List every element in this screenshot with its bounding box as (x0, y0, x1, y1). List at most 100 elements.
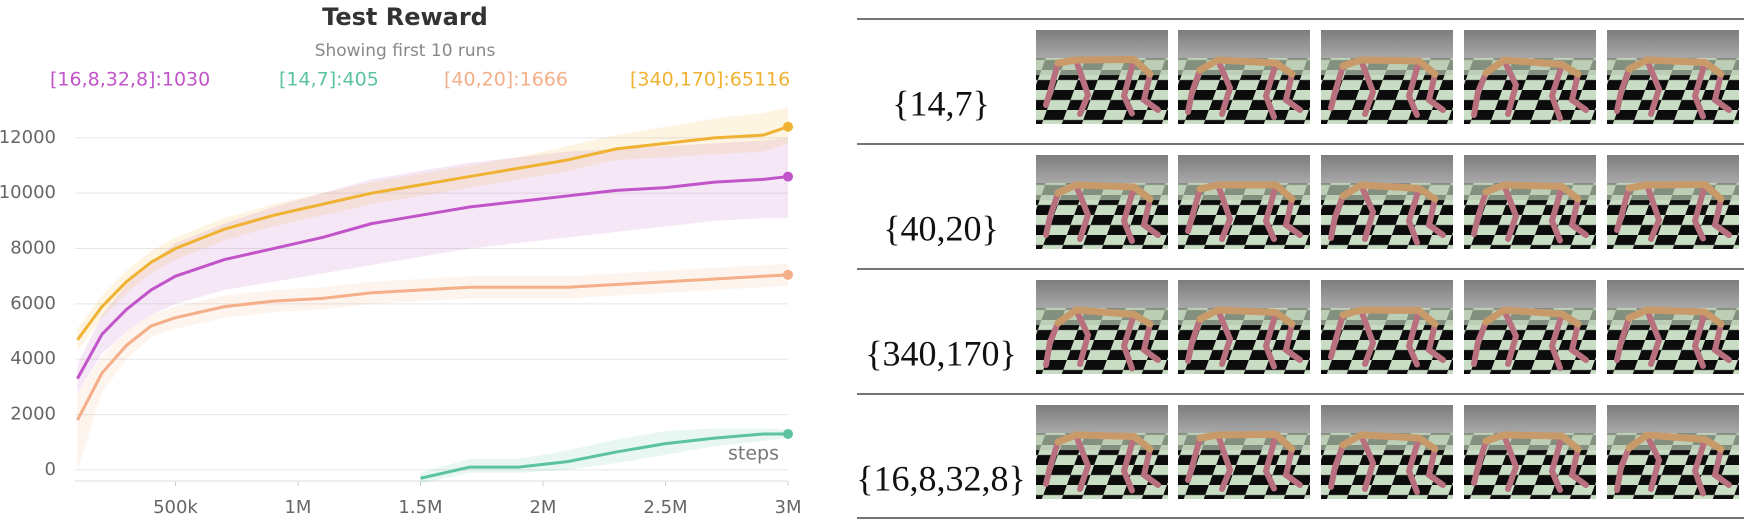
x-tick-label: 2.5M (643, 497, 687, 518)
leg (1614, 445, 1632, 493)
leg (1568, 321, 1589, 363)
torso (1339, 181, 1439, 203)
leg (1501, 307, 1520, 367)
y-tick-label: 2000 (10, 404, 56, 425)
leg (1185, 186, 1203, 234)
leg (1073, 182, 1092, 242)
leg (1425, 196, 1446, 238)
torso (1054, 306, 1154, 328)
x-tick-label: 2M (529, 497, 556, 518)
end-point (783, 121, 793, 132)
leg (1262, 431, 1279, 492)
row-label: {14,7} (892, 83, 990, 123)
sky (1178, 405, 1310, 434)
row-label: {16,8,32,8} (856, 458, 1026, 498)
y-tick-label: 4000 (10, 348, 56, 369)
torso (1625, 431, 1725, 453)
frame-content (1178, 30, 1310, 124)
leg (1691, 59, 1708, 120)
sky (1321, 155, 1453, 184)
frame-content (1036, 155, 1168, 249)
frame-content (1607, 155, 1739, 249)
leg (1614, 185, 1632, 233)
simulation-frame (1321, 155, 1453, 249)
leg (1471, 189, 1489, 237)
leg (1043, 60, 1061, 108)
leg (1548, 311, 1565, 371)
torso (1339, 306, 1439, 328)
leg (1043, 439, 1061, 487)
leg (1644, 307, 1663, 367)
sky (1607, 405, 1739, 434)
y-tick-label: 6000 (10, 293, 56, 314)
leg (1425, 446, 1446, 488)
leg (1328, 442, 1346, 490)
frame-content (1607, 280, 1739, 374)
x-tick-label: 500k (153, 497, 198, 518)
legend-entry: [40,20]:1666 (444, 69, 568, 91)
y-tick-label: 10000 (0, 182, 56, 203)
legend-entry: [340,170]:65116 (630, 69, 790, 91)
x-tick-label: 1.5M (398, 497, 442, 518)
leg (1043, 320, 1061, 368)
chart-title: Test Reward (322, 3, 488, 31)
leg (1405, 435, 1422, 495)
end-point (783, 428, 793, 439)
leg (1644, 182, 1663, 242)
leg (1262, 309, 1279, 370)
sky (1036, 30, 1168, 59)
simulation-frame (1036, 30, 1168, 124)
leg (1140, 196, 1161, 238)
leg (1405, 185, 1422, 246)
leg (1120, 433, 1137, 494)
frame-content (1464, 30, 1596, 124)
leg (1140, 71, 1161, 113)
leg (1140, 446, 1161, 488)
torso (1339, 431, 1439, 453)
torso (1625, 56, 1725, 78)
frame-content (1464, 280, 1596, 374)
leg (1711, 196, 1732, 238)
frame-content (1464, 155, 1596, 249)
leg (1691, 436, 1708, 497)
leg (1471, 438, 1489, 486)
row-label: {340,170} (865, 333, 1017, 373)
row-label: {40,20} (883, 208, 999, 248)
leg (1358, 57, 1377, 117)
leg (1358, 307, 1377, 367)
leg (1614, 315, 1632, 363)
simulation-frame (1607, 280, 1739, 374)
leg (1120, 56, 1137, 117)
leg (1711, 71, 1732, 113)
leg (1471, 319, 1489, 367)
leg (1185, 67, 1203, 115)
sky (1178, 30, 1310, 59)
sky (1464, 280, 1596, 309)
leg (1140, 321, 1161, 363)
simulation-frame (1178, 30, 1310, 124)
frame-content (1178, 155, 1310, 249)
x-tick-label: 1M (284, 497, 311, 518)
end-point (783, 171, 793, 182)
leg (1120, 311, 1137, 372)
leg (1328, 312, 1346, 360)
simulation-frame (1607, 30, 1739, 124)
x-axis-label: steps (728, 443, 779, 465)
simulation-frame (1036, 405, 1168, 499)
frame-content (1321, 30, 1453, 124)
leg (1471, 70, 1489, 118)
series-line (76, 273, 789, 421)
legend-entry: [14,7]:405 (279, 69, 379, 91)
leg (1691, 309, 1708, 369)
leg (1501, 57, 1520, 117)
leg (1215, 307, 1234, 367)
sky (1464, 30, 1596, 59)
sky (1036, 155, 1168, 184)
leg (1405, 307, 1422, 368)
torso (1339, 56, 1439, 78)
confidence-band (77, 137, 788, 393)
frame-content (1607, 405, 1739, 499)
simulation-frame (1607, 155, 1739, 249)
frame-content (1178, 405, 1310, 499)
